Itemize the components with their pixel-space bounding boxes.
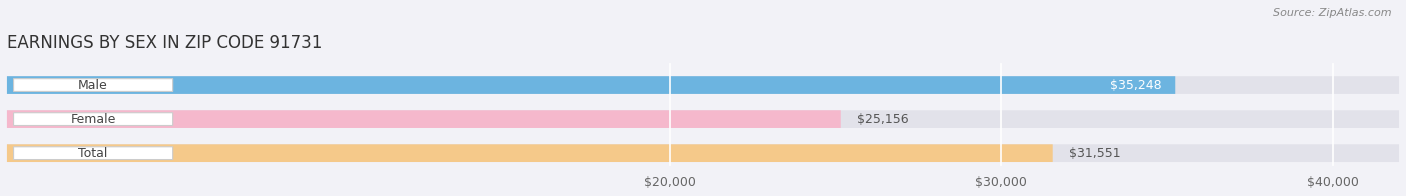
Text: EARNINGS BY SEX IN ZIP CODE 91731: EARNINGS BY SEX IN ZIP CODE 91731 <box>7 34 322 52</box>
FancyBboxPatch shape <box>7 76 1399 94</box>
FancyBboxPatch shape <box>7 144 1399 162</box>
Text: $31,551: $31,551 <box>1070 147 1121 160</box>
FancyBboxPatch shape <box>7 76 1175 94</box>
FancyBboxPatch shape <box>14 147 173 160</box>
Text: $35,248: $35,248 <box>1111 79 1161 92</box>
FancyBboxPatch shape <box>14 113 173 125</box>
Text: Female: Female <box>70 113 115 126</box>
FancyBboxPatch shape <box>7 144 1053 162</box>
FancyBboxPatch shape <box>14 79 173 91</box>
Text: $25,156: $25,156 <box>858 113 908 126</box>
Text: Source: ZipAtlas.com: Source: ZipAtlas.com <box>1274 8 1392 18</box>
FancyBboxPatch shape <box>7 110 841 128</box>
FancyBboxPatch shape <box>7 110 1399 128</box>
Text: Total: Total <box>79 147 108 160</box>
Text: Male: Male <box>79 79 108 92</box>
